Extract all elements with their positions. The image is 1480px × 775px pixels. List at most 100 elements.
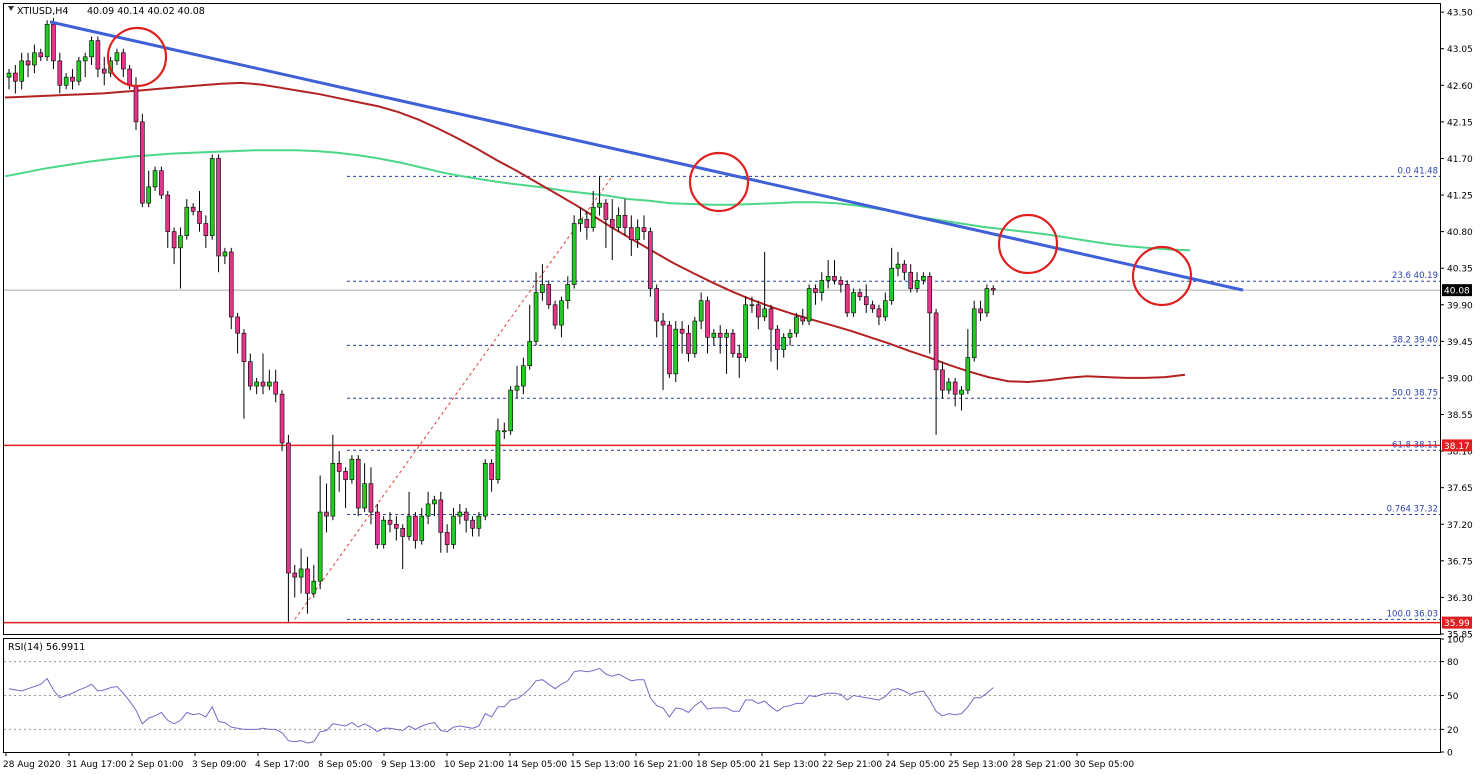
- candle: [660, 312, 666, 391]
- horizontal-levels[interactable]: [4, 444, 1440, 624]
- time-tick-label: 15 Sep 13:00: [570, 760, 630, 770]
- candle: [444, 524, 450, 553]
- bear-candle-body: [648, 231, 653, 289]
- candle: [863, 284, 869, 313]
- main-pane-frame: [3, 3, 1441, 635]
- price-labels: 38.17 35.99: [1442, 439, 1472, 629]
- bear-candle-body: [775, 328, 780, 350]
- candle: [679, 321, 685, 354]
- fib-level-label: 23.6 40.19: [1392, 271, 1438, 281]
- candle: [203, 215, 209, 248]
- bear-candle-body: [628, 227, 634, 241]
- bear-candle-body: [292, 572, 298, 578]
- highlight-circle: [1131, 245, 1193, 307]
- bull-candle-body: [984, 288, 990, 314]
- bear-candle-body: [394, 523, 399, 529]
- bearish-trendline[interactable]: [49, 20, 1244, 292]
- bull-candle-body: [381, 519, 386, 545]
- bear-candle-body: [101, 68, 107, 74]
- fibonacci-diagonal[interactable]: [294, 176, 613, 620]
- candle: [63, 73, 69, 90]
- bull-candle-body: [209, 158, 215, 236]
- bull-candle-body: [743, 304, 748, 358]
- candle: [184, 199, 190, 240]
- price-tick-label: 40.80: [1447, 228, 1473, 238]
- candle: [965, 329, 971, 395]
- bear-candle-body: [413, 515, 418, 541]
- level-price-box: [1442, 616, 1472, 629]
- bear-candle-body: [197, 210, 202, 224]
- bear-candle-body: [13, 72, 18, 82]
- candle: [140, 113, 145, 208]
- bull-candle-body: [825, 276, 831, 281]
- price-tick-label: 39.45: [1447, 338, 1473, 348]
- candle: [889, 247, 894, 305]
- bear-candle-body: [679, 328, 685, 334]
- candle: [330, 434, 336, 521]
- price-tick-label: 38.10: [1447, 448, 1473, 458]
- candle: [882, 292, 888, 322]
- bull-candle-body: [692, 320, 698, 354]
- bear-candle-body: [952, 381, 958, 395]
- candle: [736, 345, 742, 378]
- candle: [609, 199, 615, 261]
- bull-candle-body: [406, 515, 412, 537]
- candle: [343, 467, 348, 508]
- bull-candle-body: [781, 336, 787, 350]
- bear-candle-body: [38, 52, 44, 58]
- bear-candle-body: [609, 219, 615, 228]
- bull-candle-body: [508, 389, 513, 432]
- time-tick-label: 2 Sep 01:00: [129, 760, 184, 770]
- candle: [457, 503, 463, 525]
- bull-candle-body: [616, 215, 621, 228]
- bull-candle-body: [419, 515, 425, 541]
- candle: [311, 564, 317, 598]
- bull-candle-body: [597, 202, 602, 208]
- candle: [552, 300, 558, 330]
- candle: [781, 333, 787, 358]
- candle: [927, 272, 933, 354]
- price-tick-label: 40.35: [1447, 265, 1473, 275]
- candle: [463, 508, 469, 533]
- time-tick-label: 16 Sep 21:00: [633, 760, 693, 770]
- candle: [749, 296, 755, 313]
- bull-candle-body: [178, 235, 183, 249]
- bull-candle-body: [32, 52, 37, 66]
- bear-candle-body: [400, 528, 406, 537]
- bull-candle-body: [882, 300, 888, 318]
- bear-candle-body: [768, 308, 774, 330]
- candle: [806, 284, 812, 326]
- bull-candle-body: [514, 385, 520, 391]
- candle: [635, 219, 640, 248]
- bull-candle-body: [533, 292, 539, 342]
- bear-candle-body: [667, 324, 672, 375]
- candle: [374, 503, 380, 549]
- bull-candle-body: [425, 503, 431, 517]
- candle: [762, 251, 767, 322]
- candle: [711, 329, 717, 346]
- bear-candle-body: [235, 316, 240, 334]
- candle: [667, 321, 672, 378]
- time-tick-label: 14 Sep 05:00: [507, 760, 567, 770]
- rsi-tick-label: 80: [1447, 658, 1459, 668]
- time-tick-label: 4 Sep 17:00: [255, 760, 310, 770]
- candle: [197, 190, 202, 232]
- bull-candle-body: [971, 308, 977, 358]
- bear-candle-body: [70, 76, 75, 82]
- bull-candle-body: [959, 389, 964, 395]
- bear-candle-body: [133, 84, 139, 123]
- bull-candle-body: [89, 40, 94, 58]
- price-tick-label: 35.85: [1447, 631, 1473, 641]
- bear-candle-body: [755, 304, 761, 318]
- rsi-axis: 100 80 50 20 0: [1440, 636, 1464, 759]
- bear-candle-body: [438, 499, 444, 533]
- bear-candle-body: [203, 223, 209, 236]
- bull-candle-body: [819, 280, 825, 293]
- time-tick-label: 28 Aug 2020: [3, 760, 61, 770]
- bull-candle-body: [540, 284, 545, 293]
- candle: [387, 512, 393, 533]
- candle: [241, 329, 247, 419]
- candle: [673, 321, 679, 382]
- candle: [25, 52, 31, 78]
